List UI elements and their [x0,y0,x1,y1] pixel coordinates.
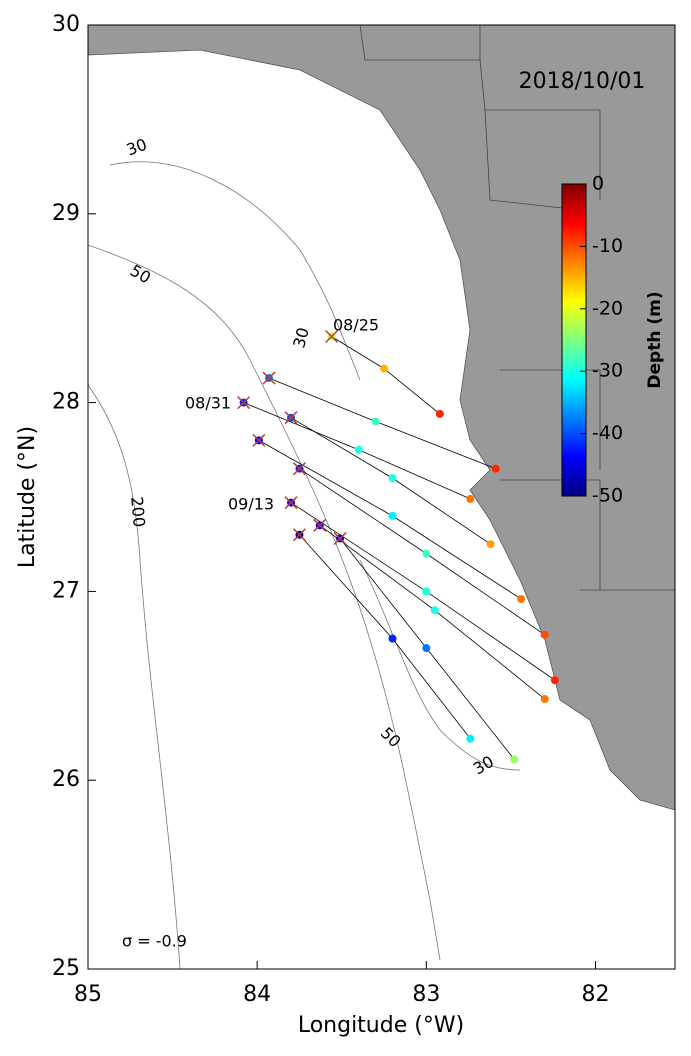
track-point [388,634,397,643]
release-marker [292,462,306,476]
track-point [466,734,475,743]
track-point [466,494,475,503]
y-tick-label: 28 [52,390,80,415]
contour-label: 30 [289,325,313,350]
release-marker [262,371,276,385]
track-line [299,534,471,739]
plot-frame [87,24,676,970]
track-point [510,755,519,764]
track-point [430,606,439,615]
release-marker [325,329,339,344]
colorbar-tick-label: -20 [592,297,623,319]
contour-label: 200 [127,496,149,528]
x-tick-label: 82 [581,982,609,1007]
track-point [435,409,444,418]
contour-label: 50 [377,723,405,751]
colorbar-tick-label: -40 [592,422,623,444]
track-point [380,364,389,373]
x-axis-label: Longitude (°W) [298,1013,464,1038]
y-tick-label: 29 [52,201,80,226]
y-tick-label: 30 [52,12,80,37]
y-axis-label: Latitude (°N) [15,426,40,568]
track-point [388,474,397,483]
track-point [540,630,549,639]
release-marker [333,532,347,546]
colorbar-tick-label: -50 [592,485,623,507]
contour-label: 50 [127,261,154,288]
track-point [540,695,549,704]
release-marker [292,528,306,542]
release-marker [252,433,266,447]
track-line [331,336,441,415]
colorbar-tick-label: 0 [592,173,604,195]
track-point [371,417,380,426]
x-tick-label: 83 [412,982,440,1007]
track-point [422,587,431,596]
track-point [388,511,397,520]
track-point [491,464,500,473]
colorbar-label: Depth (m) [645,291,665,388]
contour-label: 30 [470,752,497,779]
y-tick-label: 26 [52,767,80,792]
sigma-label: σ = -0.9 [122,932,187,951]
release-marker [237,396,251,410]
track-point [550,676,559,685]
map-background [88,25,675,969]
x-tick-label: 85 [74,982,102,1007]
track-line [258,440,522,600]
y-tick-label: 25 [52,956,80,981]
track-point [422,549,431,558]
date-label: 2018/10/01 [519,69,646,94]
y-tick-label: 27 [52,578,80,603]
track-point [517,594,526,603]
colorbar [561,183,587,497]
colorbar-tick-label: -10 [592,235,623,257]
track-point [354,445,363,454]
release-marker [313,518,327,532]
depth-contour [359,559,521,771]
track-point [486,540,495,549]
colorbar-tick-label: -30 [592,360,623,382]
depth-contour [88,384,181,969]
track-label: 08/31 [185,394,231,413]
contour-label: 30 [124,135,150,160]
track-label: 08/25 [333,316,379,335]
track-label: 09/13 [228,495,274,514]
depth-contour [88,244,441,961]
x-tick-label: 84 [243,982,271,1007]
depth-contour [109,161,361,381]
state-borders [359,25,675,591]
release-marker [284,411,298,425]
release-marker [284,496,298,510]
track-point [422,644,431,653]
land [88,25,675,811]
